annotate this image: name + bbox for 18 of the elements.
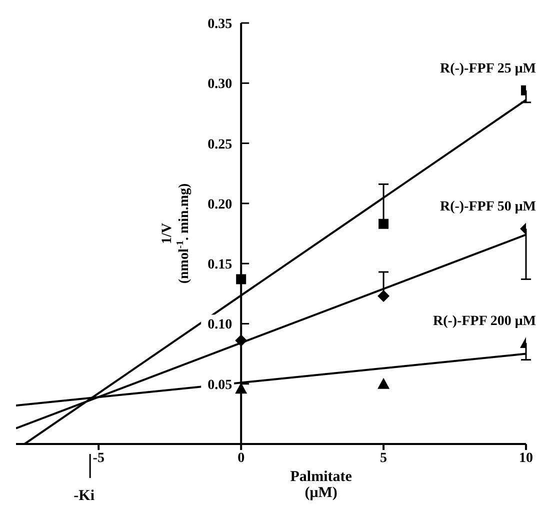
y-tick-label: 0.25 (208, 137, 232, 152)
point (378, 378, 390, 389)
x-axis-title: Palmitate (μM) (290, 469, 352, 501)
series-label: R(-)-FPF 200 μM (432, 314, 536, 329)
x-tick-label: 0 (238, 450, 245, 466)
y-tick-label: 0.05 (208, 378, 232, 393)
y-tick-label: 0.15 (208, 258, 232, 273)
point (378, 218, 389, 229)
y-tick-label: 0.30 (208, 77, 232, 92)
y-tick-label: 0.35 (208, 17, 232, 32)
x-tick-label: 10 (519, 450, 533, 466)
y-tick-label: 0.20 (208, 197, 232, 212)
y-tick-label: 0.10 (208, 318, 232, 333)
x-tick-label: 5 (380, 450, 388, 466)
ref-line-label: -Ki (74, 488, 94, 504)
series-label: R(-)-FPF 25 μM (440, 61, 536, 76)
x-tick-label: -5 (92, 450, 104, 466)
series-label: R(-)-FPF 50 μM (440, 200, 536, 215)
